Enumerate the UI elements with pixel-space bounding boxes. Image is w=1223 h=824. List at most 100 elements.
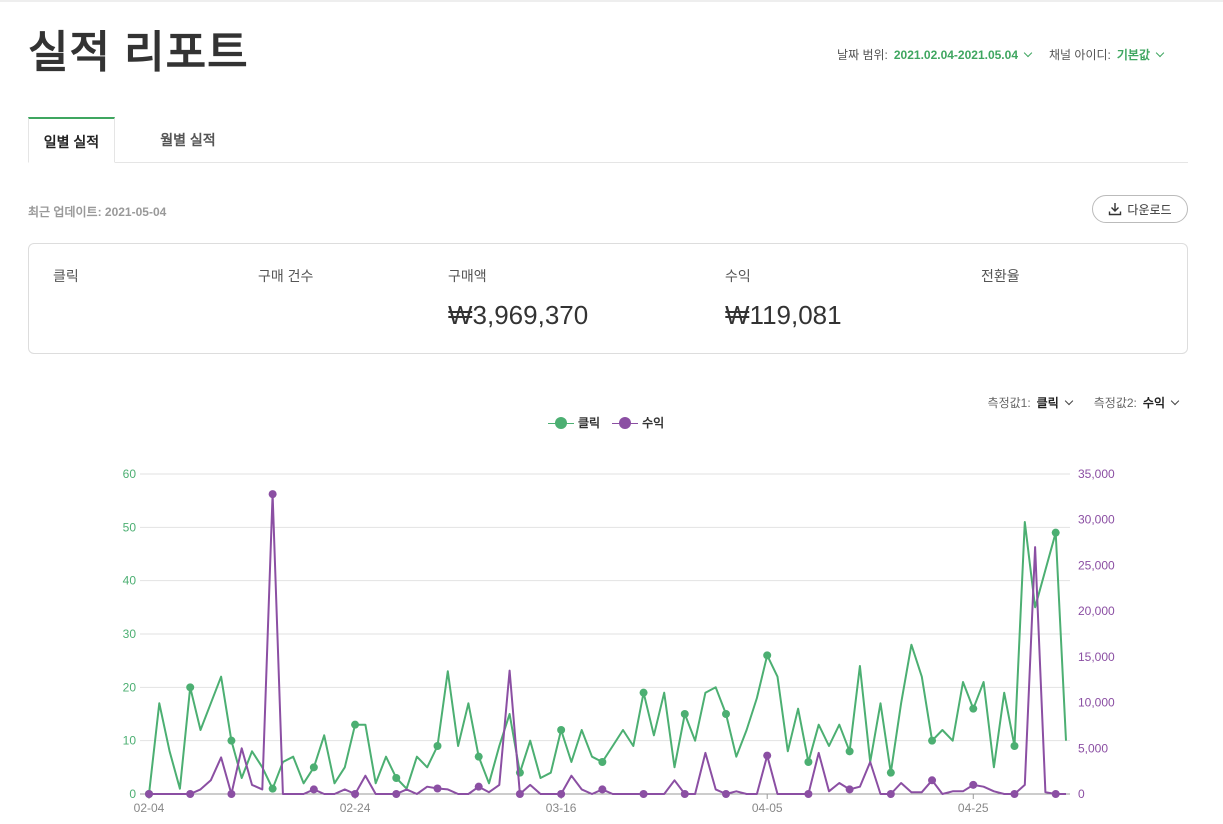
data-point-revenue [598,785,607,794]
data-point-revenue [186,790,195,798]
channel-value[interactable]: 기본값 [1116,48,1150,62]
data-point-revenue [928,776,937,785]
legend-dot [619,416,632,429]
data-point-revenue [1010,790,1019,798]
data-point-clicks [969,704,978,713]
data-point-clicks [309,763,318,772]
y-right-tick-label: 10,000 [1078,696,1115,710]
data-point-clicks [268,784,277,793]
chevron-down-icon[interactable] [1155,48,1165,57]
data-point-clicks [1051,528,1060,537]
tab-monthly[interactable]: 월별 실적 [160,132,216,148]
legend-dot [555,416,567,429]
report-tabs: 일별 실적 월별 실적 [28,117,1188,163]
data-point-revenue [804,790,813,798]
measure1-label: 측정값1: [987,396,1031,410]
data-point-revenue [515,790,524,798]
last-updated-text: 최근 업데이트: 2021-05-04 [28,205,167,219]
data-point-revenue [886,790,895,798]
metric-value: ₩3,969,370 [448,300,589,330]
legend-item-clicks[interactable]: 클릭 [548,414,600,431]
x-tick-label: 04-25 [958,801,989,815]
metric-value: ₩119,081 [725,300,842,330]
data-point-revenue [145,790,153,798]
data-point-clicks [639,688,648,697]
channel-label: 채널 아이디: [1049,48,1111,62]
metric-label: 구매액 [448,268,487,284]
summary-card: 클릭 구매 건수 구매액 ₩3,969,370 수익 ₩119,081 전환율 [28,243,1188,354]
x-tick-label: 04-05 [752,801,783,815]
measure1-select[interactable]: 측정값1: 클릭 [987,394,1074,411]
y-left-tick-label: 60 [123,467,137,481]
chevron-down-icon[interactable] [1064,396,1074,405]
y-right-tick-label: 30,000 [1078,513,1115,527]
data-point-revenue [969,780,978,789]
page-title: 실적 리포트 [28,28,249,77]
metric-label: 수익 [725,268,751,284]
data-point-clicks [598,758,607,766]
data-point-clicks [227,736,236,745]
chevron-down-icon[interactable] [1170,396,1180,405]
legend-swatch-clicks [548,416,574,430]
y-left-tick-label: 10 [123,734,137,748]
metric-revenue: 수익 ₩119,081 [725,266,842,331]
measure2-value[interactable]: 수익 [1142,396,1165,410]
series-line-clicks [148,521,1067,795]
date-range-label: 날짜 범위: [837,48,888,62]
measure-selectors: 측정값1: 클릭 측정값2: 수익 [966,394,1180,411]
data-point-revenue [433,784,442,793]
chevron-down-icon[interactable] [1023,48,1033,57]
data-point-clicks [886,768,895,777]
legend-item-revenue[interactable]: 수익 [612,414,664,431]
download-button[interactable]: 다운로드 [1092,195,1188,223]
chart-legend: 클릭 수익 [548,414,676,431]
data-point-clicks [474,752,483,761]
metric-purchase-count: 구매 건수 [258,266,313,300]
metric-conversion-rate: 전환율 [981,266,1020,300]
data-point-clicks [721,710,730,718]
data-point-revenue [351,790,360,798]
y-left-tick-label: 30 [123,627,137,641]
date-range-filter[interactable]: 날짜 범위: 2021.02.04-2021.05.04 [837,46,1033,63]
y-right-tick-label: 35,000 [1078,467,1115,481]
data-point-clicks [186,683,195,692]
data-point-clicks [557,726,566,734]
data-point-revenue [392,790,401,798]
tab-daily[interactable]: 일별 실적 [28,117,115,163]
x-tick-label: 03-16 [546,801,577,815]
measure1-value[interactable]: 클릭 [1036,396,1059,410]
data-point-clicks [433,742,442,750]
metric-purchase-amount: 구매액 ₩3,969,370 [448,266,588,331]
data-point-revenue [474,782,483,791]
y-right-tick-label: 20,000 [1078,604,1115,618]
data-point-clicks [351,720,360,729]
y-left-tick-label: 0 [129,787,136,801]
y-left-tick-label: 20 [123,680,137,694]
data-point-clicks [680,710,689,718]
data-point-revenue [557,790,566,798]
y-left-tick-label: 50 [123,520,137,534]
data-point-revenue [309,785,318,794]
y-right-tick-label: 0 [1078,787,1085,801]
data-point-clicks [845,747,854,756]
data-point-clicks [928,736,937,745]
series-line-revenue [149,493,1066,795]
data-point-clicks [1010,742,1019,750]
data-point-revenue [680,790,689,798]
legend-label: 클릭 [578,416,601,430]
measure2-select[interactable]: 측정값2: 수익 [1093,394,1180,411]
y-right-tick-label: 5,000 [1078,741,1108,755]
data-point-revenue [227,790,236,798]
metric-label: 클릭 [53,268,79,284]
data-point-clicks [763,651,772,660]
date-range-value[interactable]: 2021.02.04-2021.05.04 [893,47,1018,62]
legend-label: 수익 [642,416,665,430]
channel-filter[interactable]: 채널 아이디: 기본값 [1049,46,1165,63]
legend-swatch-revenue [612,416,639,430]
data-point-revenue [845,785,854,794]
download-icon [1109,203,1122,216]
metric-label: 전환율 [981,268,1020,284]
x-tick-label: 02-24 [340,801,371,815]
data-point-clicks [804,758,813,766]
measure2-label: 측정값2: [1093,396,1137,410]
